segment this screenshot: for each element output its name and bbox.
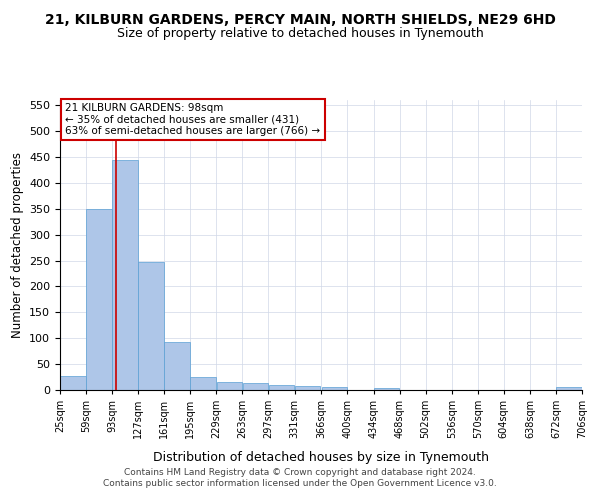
Bar — [60, 376, 86, 390]
Bar — [556, 388, 582, 390]
Bar — [242, 384, 268, 390]
Text: Size of property relative to detached houses in Tynemouth: Size of property relative to detached ho… — [116, 28, 484, 40]
Y-axis label: Number of detached properties: Number of detached properties — [11, 152, 23, 338]
Text: Contains HM Land Registry data © Crown copyright and database right 2024.
Contai: Contains HM Land Registry data © Crown c… — [103, 468, 497, 487]
Bar — [190, 377, 216, 390]
Bar — [139, 262, 164, 390]
Bar — [164, 342, 190, 390]
Text: 21 KILBURN GARDENS: 98sqm
← 35% of detached houses are smaller (431)
63% of semi: 21 KILBURN GARDENS: 98sqm ← 35% of detac… — [65, 103, 320, 136]
Bar — [112, 160, 138, 390]
Bar — [217, 382, 242, 390]
Text: Distribution of detached houses by size in Tynemouth: Distribution of detached houses by size … — [153, 451, 489, 464]
Bar — [295, 386, 320, 390]
Bar — [86, 209, 112, 390]
Text: 21, KILBURN GARDENS, PERCY MAIN, NORTH SHIELDS, NE29 6HD: 21, KILBURN GARDENS, PERCY MAIN, NORTH S… — [44, 12, 556, 26]
Bar — [269, 385, 295, 390]
Bar — [374, 388, 400, 390]
Bar — [322, 387, 347, 390]
